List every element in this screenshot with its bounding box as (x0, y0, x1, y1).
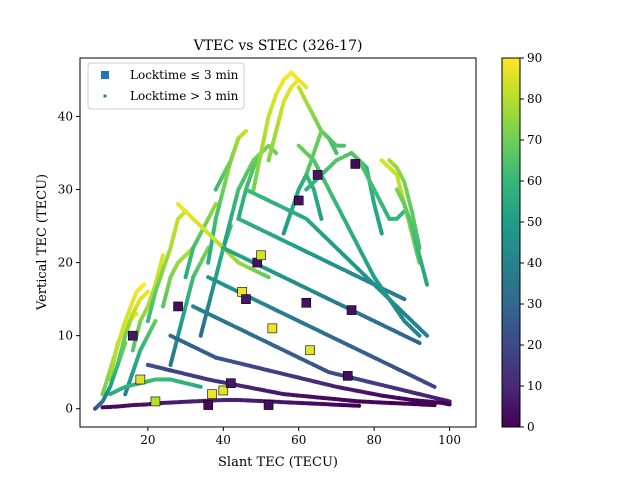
scatter-point (432, 402, 437, 408)
locktime-short-marker (241, 294, 251, 304)
legend-square-icon (101, 71, 109, 79)
y-tick-label: 0 (65, 402, 73, 416)
colorbar-gradient (501, 57, 521, 428)
locktime-short-marker (263, 400, 274, 410)
x-tick-label: 40 (216, 433, 231, 447)
locktime-short-marker (342, 371, 353, 381)
legend-dot-icon (103, 94, 107, 98)
y-tick-label: 30 (58, 183, 73, 197)
x-tick-label: 20 (140, 433, 155, 447)
locktime-short-marker (267, 323, 278, 334)
locktime-short-marker (305, 345, 315, 356)
x-axis-ticks: 20 40 60 80 100 (140, 427, 461, 447)
x-axis-label: Slant TEC (TECU) (218, 455, 338, 470)
locktime-short-markers (128, 159, 361, 410)
locktime-short-marker (173, 301, 183, 312)
scatter-point (334, 150, 339, 156)
legend-frame (87, 62, 245, 110)
plot-frame (79, 57, 477, 428)
scatter-point (145, 289, 150, 294)
colorbar-tick-label: 0 (527, 420, 535, 434)
scatter-point (213, 202, 218, 207)
locktime-short-marker (135, 374, 146, 385)
scatter-point (341, 143, 347, 148)
locktime-short-marker (346, 305, 357, 315)
legend-label-short: Locktime ≤ 3 min (130, 68, 239, 82)
y-axis-label: Vertical TEC (TECU) (35, 174, 50, 311)
scatter-point (304, 85, 309, 90)
colorbar-tick-label: 70 (527, 133, 542, 147)
scatter-point (142, 282, 147, 287)
scatter-point (356, 403, 362, 408)
scatter-point (198, 384, 203, 389)
scatter-points (93, 70, 452, 411)
scatter-point (319, 216, 324, 221)
locktime-short-marker (150, 396, 161, 407)
scatter-point (266, 275, 271, 280)
locktime-short-marker (128, 330, 138, 341)
scatter-point (417, 245, 422, 251)
scatter-point (153, 318, 158, 324)
x-tick-label: 100 (438, 433, 461, 447)
scatter-point (402, 297, 407, 302)
y-tick-label: 20 (58, 256, 73, 270)
x-tick-label: 60 (291, 433, 306, 447)
colorbar-tick-label: 50 (527, 215, 542, 229)
scatter-point (447, 402, 452, 407)
locktime-short-marker (256, 250, 266, 261)
y-axis-ticks: 0 10 20 30 40 (58, 109, 80, 416)
scatter-point (243, 128, 249, 134)
scatter-point (236, 136, 241, 141)
locktime-short-marker (203, 400, 214, 410)
scatter-point (123, 340, 128, 346)
legend: Locktime ≤ 3 min Locktime > 3 min (87, 62, 245, 110)
colorbar-tick-label: 20 (527, 338, 542, 352)
chart-title: VTEC vs STEC (326-17) (193, 38, 363, 54)
x-tick-label: 80 (367, 433, 382, 447)
y-tick-label: 10 (58, 329, 73, 343)
colorbar-tick-label: 60 (527, 174, 542, 188)
colorbar: 0 10 20 30 40 50 60 70 80 90 (501, 51, 542, 434)
y-tick-label: 40 (58, 109, 73, 123)
scatter-point (417, 333, 422, 338)
locktime-short-marker (301, 297, 312, 308)
colorbar-tick-label: 10 (527, 379, 542, 393)
scatter-point (417, 340, 422, 346)
locktime-short-marker (218, 385, 229, 396)
colorbar-tick-label: 90 (527, 51, 542, 65)
locktime-short-marker (312, 170, 323, 180)
scatter-point (274, 150, 279, 156)
scatter-point (424, 333, 430, 338)
locktime-short-marker (226, 378, 236, 388)
locktime-short-marker (350, 159, 361, 169)
locktime-short-marker (207, 389, 217, 399)
locktime-short-marker (293, 195, 304, 206)
colorbar-tick-label: 40 (527, 256, 542, 270)
colorbar-tick-label: 30 (527, 297, 542, 311)
scatter-point (160, 253, 166, 258)
scatter-point (424, 282, 430, 287)
legend-label-long: Locktime > 3 min (130, 89, 239, 103)
colorbar-ticks: 0 10 20 30 40 50 60 70 80 90 (520, 51, 542, 434)
scatter-point (432, 384, 437, 389)
scatter-point (379, 231, 384, 236)
colorbar-tick-label: 80 (527, 92, 542, 106)
